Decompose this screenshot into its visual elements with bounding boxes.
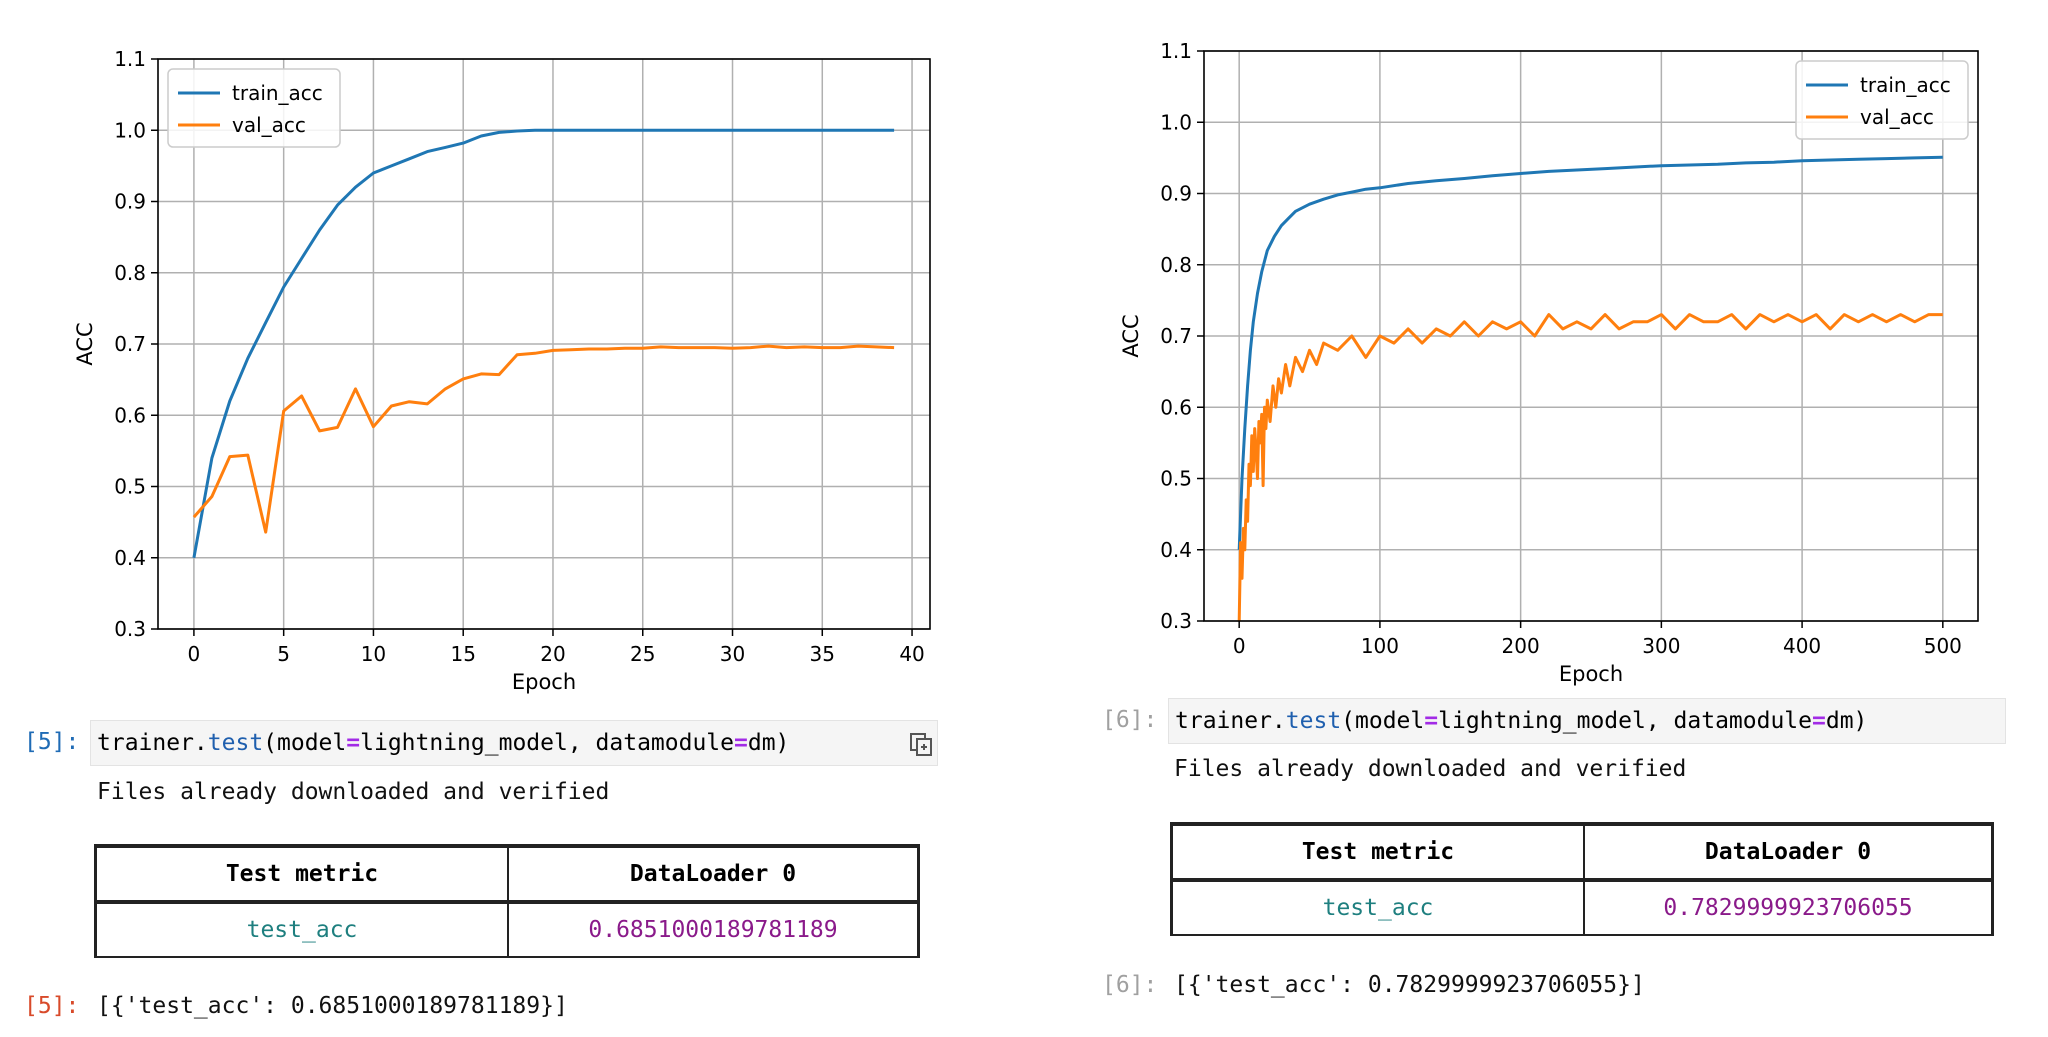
x-tick-label: 15 <box>450 642 475 666</box>
right-output-prompt: [6]: <box>1102 972 1158 998</box>
table-header-metric: Test metric <box>94 844 509 904</box>
y-tick-label: 1.1 <box>1160 39 1192 63</box>
code-equals: = <box>734 730 748 756</box>
code-equals: = <box>1812 708 1826 734</box>
y-axis-label: ACC <box>1119 314 1143 357</box>
code-arg1: (model <box>263 730 347 756</box>
y-tick-label: 0.4 <box>114 546 146 570</box>
table-cell-metric-value: 0.6851000189781189 <box>507 901 920 958</box>
right-code-cell[interactable]: trainer.test(model=lightning_model, data… <box>1168 698 2006 744</box>
x-tick-label: 500 <box>1924 634 1962 658</box>
left-output-value: [{'test_acc': 0.6851000189781189}] <box>97 993 568 1019</box>
y-tick-label: 0.7 <box>1160 324 1192 348</box>
x-tick-label: 100 <box>1361 634 1399 658</box>
code-method: test <box>1285 708 1342 734</box>
left-metrics-table: Test metric DataLoader 0 test_acc 0.6851… <box>94 844 920 958</box>
y-tick-label: 0.5 <box>114 475 146 499</box>
legend-label: val_acc <box>232 113 306 137</box>
series-line-val_acc <box>192 344 895 534</box>
code-arg2: lightning_model, datamodule <box>360 730 734 756</box>
right-stream-output: Files already downloaded and verified <box>1174 756 1687 782</box>
x-tick-label: 20 <box>540 642 565 666</box>
right-accuracy-chart: 0 100 200 300 400 500 0.3 0.4 0.5 0.6 0.7 0.8 0.9 1.0… <box>1086 22 2010 702</box>
code-arg2: lightning_model, datamodule <box>1438 708 1812 734</box>
x-axis-label: Epoch <box>1559 662 1623 686</box>
right-chart-svg: 0 100 200 300 400 500 0.3 0.4 0.5 0.6 0.7 0.8 0.9 1.0… <box>1119 39 1979 686</box>
x-tick-label: 35 <box>810 642 835 666</box>
table-header-dataloader: DataLoader 0 <box>507 844 920 904</box>
y-tick-label: 0.9 <box>1160 182 1192 206</box>
y-tick-label: 0.6 <box>1160 395 1192 419</box>
legend-box <box>167 68 341 148</box>
left-output-prompt: [5]: <box>24 993 80 1019</box>
left-code-cell[interactable]: trainer.test(model=lightning_model, data… <box>90 720 938 766</box>
x-tick-label: 25 <box>630 642 655 666</box>
y-tick-label: 1.0 <box>114 118 146 142</box>
code-object: trainer. <box>97 730 208 756</box>
table-header-dataloader: DataLoader 0 <box>1583 822 1994 882</box>
x-tick-label: 300 <box>1642 634 1680 658</box>
x-tick-label: 200 <box>1502 634 1540 658</box>
code-arg1: (model <box>1341 708 1425 734</box>
right-input-prompt: [6]: <box>1102 707 1158 733</box>
legend-label: train_acc <box>1860 73 1951 97</box>
code-method: test <box>207 730 264 756</box>
x-tick-label: 0 <box>188 642 201 666</box>
series-line-val_acc <box>1237 313 1943 622</box>
legend-box <box>1795 60 1969 140</box>
y-tick-label: 0.8 <box>114 261 146 285</box>
y-tick-label: 0.4 <box>1160 538 1192 562</box>
left-input-prompt: [5]: <box>24 729 80 755</box>
x-tick-label: 40 <box>899 642 924 666</box>
legend-label: train_acc <box>232 81 323 105</box>
left-stream-output: Files already downloaded and verified <box>97 779 610 805</box>
y-tick-label: 0.7 <box>114 332 146 356</box>
x-tick-label: 5 <box>277 642 290 666</box>
y-tick-label: 1.0 <box>1160 110 1192 134</box>
x-tick-label: 30 <box>720 642 745 666</box>
right-metrics-table: Test metric DataLoader 0 test_acc 0.7829… <box>1170 822 1994 936</box>
x-tick-label: 400 <box>1783 634 1821 658</box>
y-tick-label: 0.3 <box>114 617 146 641</box>
table-cell-metric-name: test_acc <box>1170 879 1585 936</box>
series-line-train_acc <box>1237 155 1943 550</box>
y-tick-label: 0.5 <box>1160 467 1192 491</box>
y-tick-label: 0.8 <box>1160 253 1192 277</box>
x-axis-label: Epoch <box>512 670 576 694</box>
x-tick-label: 0 <box>1233 634 1246 658</box>
y-tick-label: 0.3 <box>1160 609 1192 633</box>
y-tick-label: 1.1 <box>114 47 146 71</box>
right-output-value: [{'test_acc': 0.7829999923706055}] <box>1174 972 1645 998</box>
table-cell-metric-value: 0.7829999923706055 <box>1583 879 1994 936</box>
series-line-train_acc <box>192 128 895 559</box>
y-tick-label: 0.6 <box>114 403 146 427</box>
code-object: trainer. <box>1175 708 1286 734</box>
left-chart-svg: 0 5 10 15 20 25 30 35 40 0.3 0.4 0.5 0.6 0.7 0.8 0.9 1.0… <box>73 47 931 694</box>
code-equals: = <box>346 730 361 756</box>
left-accuracy-chart: 0 5 10 15 20 25 30 35 40 0.3 0.4 0.5 0.6 0.7 0.8 0.9 1.0… <box>40 30 970 710</box>
y-tick-label: 0.9 <box>114 190 146 214</box>
y-axis-label: ACC <box>73 322 97 365</box>
x-tick-label: 10 <box>361 642 386 666</box>
legend-label: val_acc <box>1860 105 1934 129</box>
code-arg3: dm) <box>747 730 790 756</box>
table-cell-metric-name: test_acc <box>94 901 509 958</box>
code-arg3: dm) <box>1825 708 1868 734</box>
table-header-metric: Test metric <box>1170 822 1585 882</box>
code-equals: = <box>1424 708 1439 734</box>
copy-icon[interactable] <box>908 731 934 757</box>
